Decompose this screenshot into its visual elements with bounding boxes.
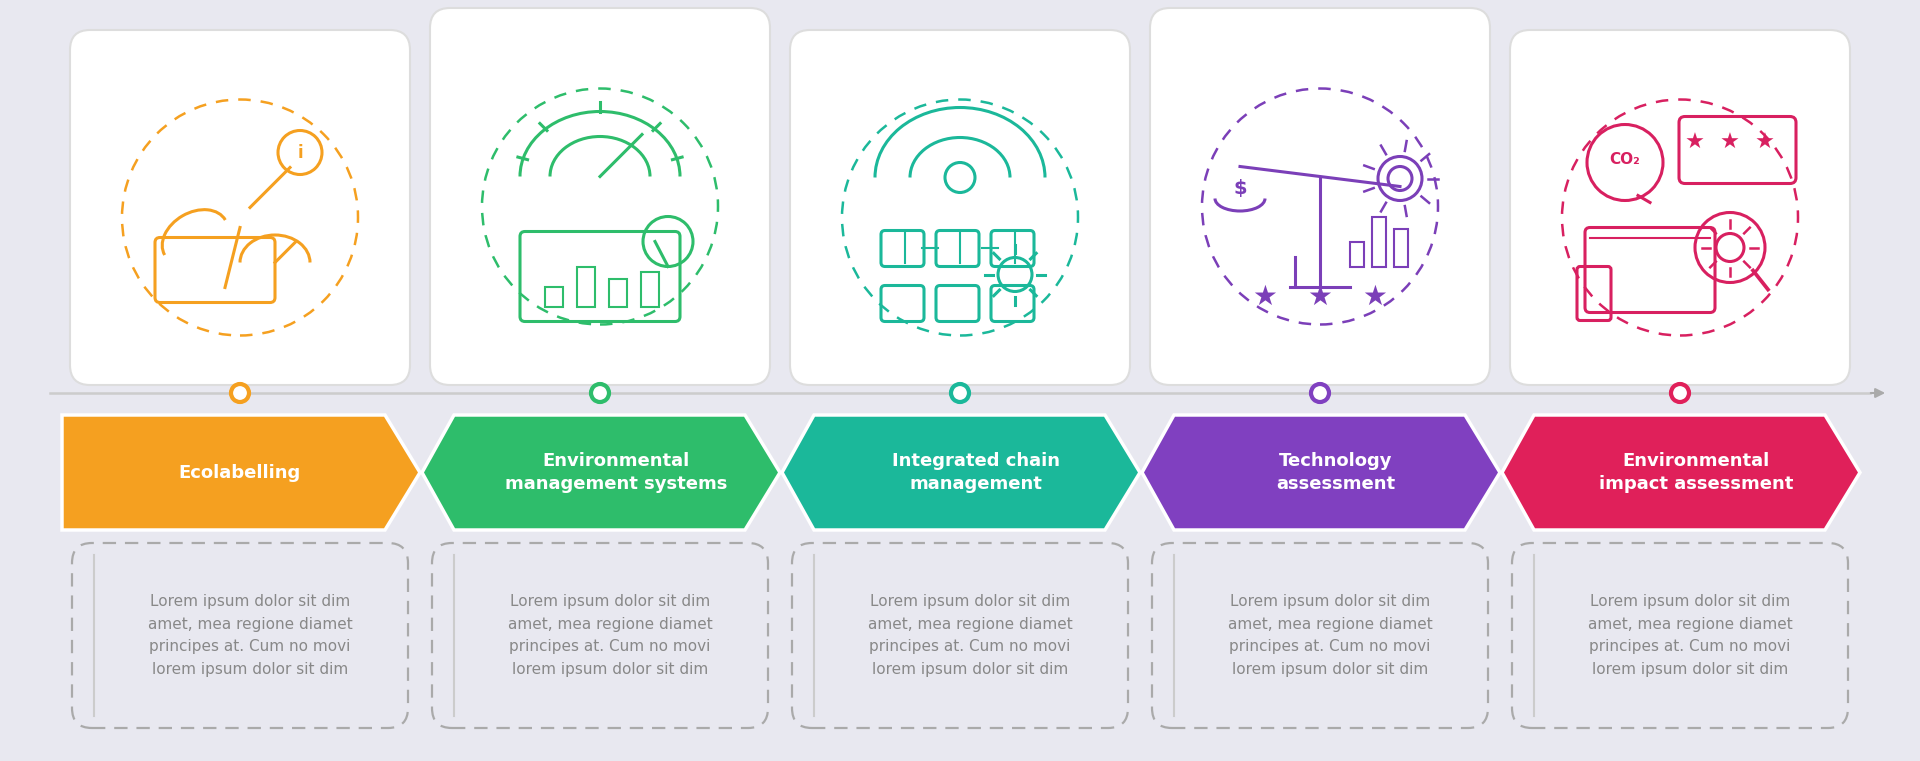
Circle shape — [230, 384, 250, 402]
Circle shape — [1311, 384, 1329, 402]
FancyBboxPatch shape — [1150, 8, 1490, 385]
Text: $: $ — [1233, 179, 1246, 198]
Circle shape — [591, 384, 609, 402]
Text: ★: ★ — [1252, 282, 1277, 310]
Polygon shape — [61, 415, 420, 530]
FancyBboxPatch shape — [1509, 30, 1851, 385]
Polygon shape — [1142, 415, 1500, 530]
Text: ★: ★ — [1308, 282, 1332, 310]
Text: Lorem ipsum dolor sit dim
amet, mea regione diamet
principes at. Cum no movi
lor: Lorem ipsum dolor sit dim amet, mea regi… — [868, 594, 1073, 677]
Polygon shape — [1501, 415, 1860, 530]
FancyBboxPatch shape — [789, 30, 1131, 385]
Text: CO₂: CO₂ — [1609, 152, 1640, 167]
Text: ★: ★ — [1755, 132, 1774, 152]
Text: Ecolabelling: Ecolabelling — [179, 463, 301, 482]
Text: i: i — [298, 144, 303, 161]
Circle shape — [950, 384, 970, 402]
FancyBboxPatch shape — [69, 30, 411, 385]
FancyBboxPatch shape — [430, 8, 770, 385]
Text: Lorem ipsum dolor sit dim
amet, mea regione diamet
principes at. Cum no movi
lor: Lorem ipsum dolor sit dim amet, mea regi… — [1588, 594, 1793, 677]
Text: Technology
assessment: Technology assessment — [1277, 452, 1396, 492]
Text: Lorem ipsum dolor sit dim
amet, mea regione diamet
principes at. Cum no movi
lor: Lorem ipsum dolor sit dim amet, mea regi… — [507, 594, 712, 677]
Text: ★: ★ — [1720, 132, 1740, 152]
Text: Lorem ipsum dolor sit dim
amet, mea regione diamet
principes at. Cum no movi
lor: Lorem ipsum dolor sit dim amet, mea regi… — [1227, 594, 1432, 677]
Text: ★: ★ — [1363, 282, 1388, 310]
Circle shape — [1670, 384, 1690, 402]
Polygon shape — [422, 415, 780, 530]
Polygon shape — [781, 415, 1140, 530]
Text: Lorem ipsum dolor sit dim
amet, mea regione diamet
principes at. Cum no movi
lor: Lorem ipsum dolor sit dim amet, mea regi… — [148, 594, 353, 677]
Text: ★: ★ — [1686, 132, 1705, 152]
Text: Environmental
management systems: Environmental management systems — [505, 452, 728, 492]
Text: Integrated chain
management: Integrated chain management — [893, 452, 1060, 492]
Text: Environmental
impact assessment: Environmental impact assessment — [1599, 452, 1793, 492]
